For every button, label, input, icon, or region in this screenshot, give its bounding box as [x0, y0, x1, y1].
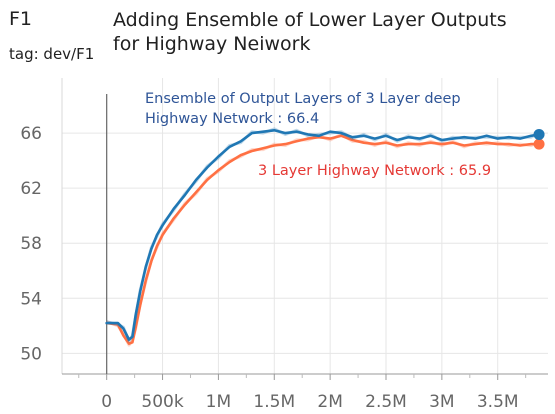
x-tick-label-5: 2.5M: [365, 392, 407, 412]
x-tick-label-0: 0: [101, 392, 112, 412]
y-tick-label-1: 54: [20, 289, 42, 309]
axes: 0 500k 1M 1.5M 2M 2.5M 3M 3.5M 50 54 58 62 66: [20, 78, 548, 412]
series-1-raw-line: [107, 129, 539, 341]
series-1-end-point: [534, 129, 545, 140]
series-2-annotation: 3 Layer Highway Network : 65.9: [258, 163, 491, 179]
x-tick-label-7: 3.5M: [477, 392, 519, 412]
x-tick-label-4: 2M: [317, 392, 342, 412]
series-1-annotation-line-2: Highway Network : 66.4: [145, 111, 319, 127]
series-1-annotation-line-1: Ensemble of Output Layers of 3 Layer dee…: [145, 91, 461, 107]
x-tick-label-1: 500k: [141, 392, 183, 412]
y-tick-label-3: 62: [20, 179, 42, 199]
x-tick-label-6: 3M: [429, 392, 454, 412]
series-2-end-point: [534, 139, 545, 150]
x-tick-label-3: 1.5M: [253, 392, 295, 412]
series-1-line: [107, 130, 539, 339]
y-tick-label-0: 50: [20, 344, 42, 364]
x-tick-label-2: 1M: [206, 392, 231, 412]
y-tick-label-4: 66: [20, 124, 42, 144]
y-tick-label-2: 58: [20, 234, 42, 254]
series-group: [107, 129, 545, 345]
